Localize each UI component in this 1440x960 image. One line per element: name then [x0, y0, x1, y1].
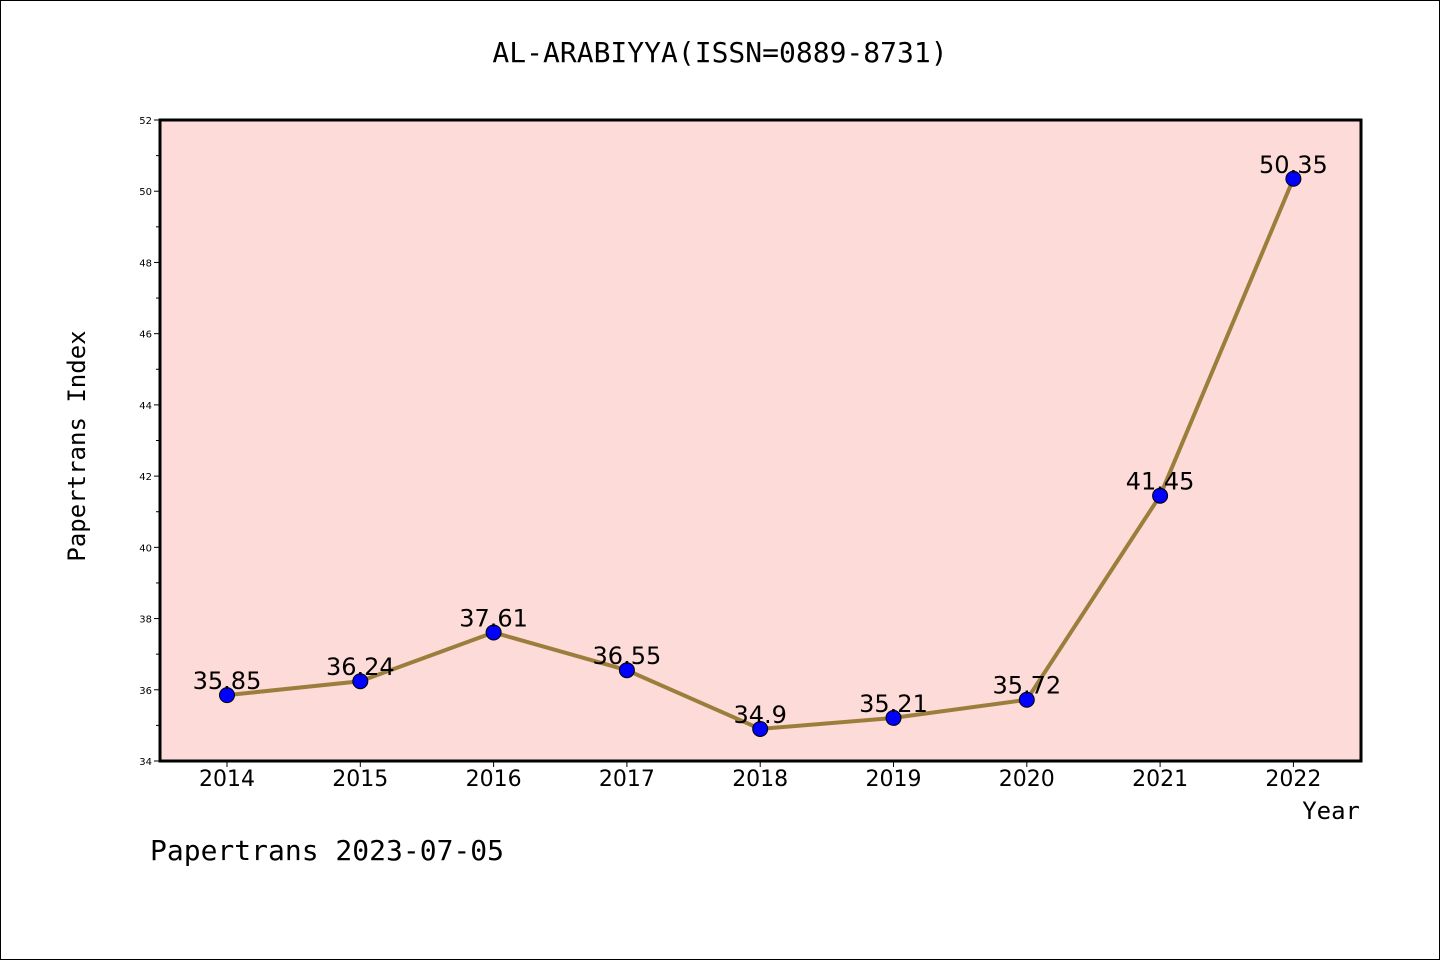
data-label: 35.21 [859, 690, 928, 718]
y-tick-label: 42 [139, 472, 152, 483]
y-tick-label: 44 [139, 401, 152, 412]
x-tick-label: 2022 [1265, 767, 1321, 792]
y-tick-label: 38 [139, 615, 152, 626]
footer-text: Papertrans 2023-07-05 [150, 834, 505, 867]
data-point [352, 673, 369, 690]
plot-area [160, 120, 1361, 761]
data-point [219, 687, 235, 704]
data-label: 35.85 [193, 667, 262, 695]
y-tick-label: 46 [139, 330, 152, 341]
y-tick-label: 50 [139, 187, 152, 198]
x-axis-ticks: 2014 2015 2016 2017 2018 2019 2020 2021 2022 [199, 761, 1321, 792]
y-axis-ticks: 34 36 38 40 42 44 46 48 50 52 [139, 116, 160, 768]
data-label: 50.35 [1259, 151, 1328, 179]
x-tick-label: 2017 [599, 767, 655, 792]
data-point [485, 624, 502, 641]
y-axis-label: Papertrans Index [63, 330, 91, 562]
data-label: 34.9 [733, 701, 786, 729]
y-tick-label: 48 [139, 258, 152, 269]
y-tick-label: 40 [139, 543, 152, 554]
x-tick-label: 2014 [199, 767, 255, 792]
data-label: 35.72 [992, 672, 1061, 700]
data-point [1285, 170, 1302, 187]
x-tick-label: 2020 [999, 767, 1055, 792]
data-point [618, 662, 635, 679]
data-label: 36.55 [593, 642, 662, 670]
data-label: 41.45 [1126, 468, 1195, 496]
x-tick-label: 2019 [866, 767, 922, 792]
plot-border [158, 118, 1363, 763]
y-tick-label: 36 [139, 686, 152, 697]
x-tick-label: 2021 [1132, 767, 1188, 792]
x-tick-label: 2015 [332, 767, 388, 792]
data-point [752, 720, 769, 737]
marker-group [219, 170, 1302, 737]
x-axis-label: Year [1302, 797, 1360, 825]
chart-title: AL-ARABIYYA(ISSN=0889-8731) [492, 36, 948, 69]
x-tick-label: 2016 [466, 767, 522, 792]
data-point [1018, 691, 1035, 708]
data-label: 36.24 [326, 653, 395, 681]
x-tick-label: 2018 [732, 767, 788, 792]
data-label: 37.61 [459, 604, 528, 632]
data-point [1152, 487, 1169, 504]
data-point [885, 709, 902, 726]
data-label-group: 35.85 36.24 37.61 36.55 34.9 35.21 35.72 41.45 5… [193, 151, 1328, 729]
y-tick-label: 52 [139, 116, 152, 127]
y-tick-label: 34 [139, 757, 152, 768]
